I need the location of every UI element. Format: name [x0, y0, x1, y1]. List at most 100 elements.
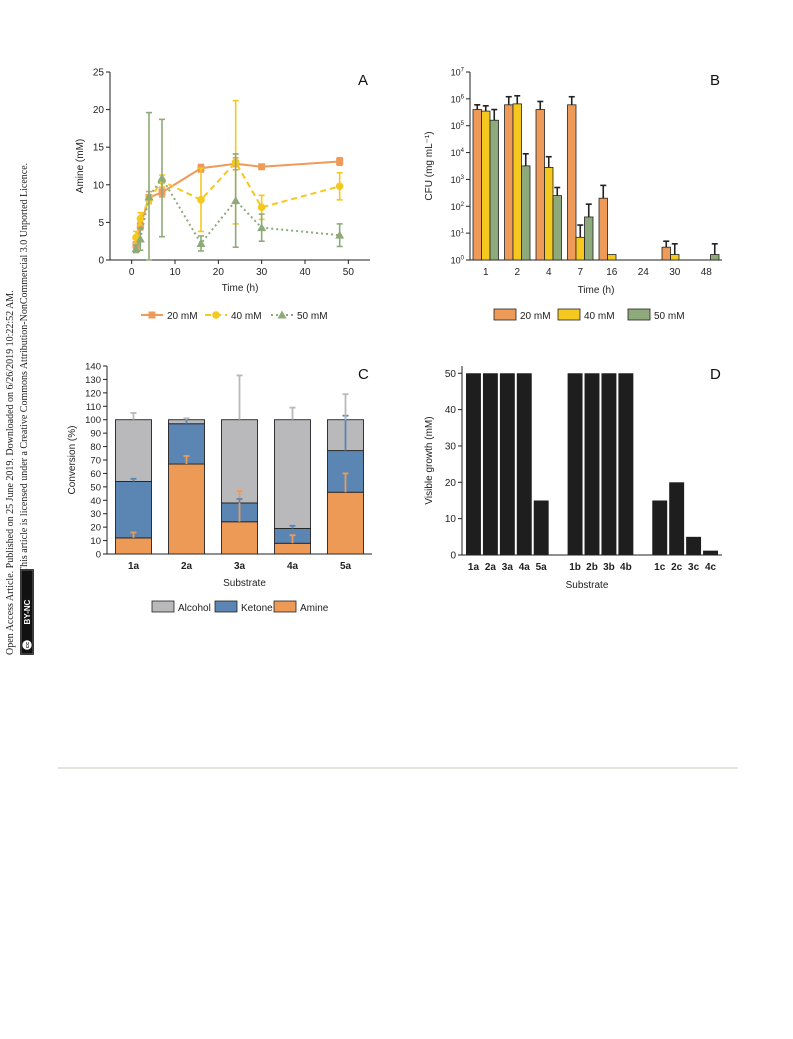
x-tick-label: 5a: [536, 562, 548, 573]
bar: [598, 197, 608, 261]
y-tick-label: 10: [445, 514, 457, 525]
x-tick-label: 2a: [181, 561, 193, 572]
y-tick-label: 103: [451, 175, 465, 185]
x-tick-label: 16: [606, 267, 618, 278]
data-point-marker: [136, 214, 145, 223]
x-tick-label: 1a: [128, 561, 140, 572]
y-tick-label: 20: [445, 478, 457, 489]
x-tick-label: 2b: [586, 562, 598, 573]
y-tick-label: 70: [90, 456, 101, 467]
legend-label: 40 mM: [231, 311, 262, 322]
panel-label: D: [710, 366, 721, 383]
y-tick-label: 10: [93, 180, 105, 191]
bar: [584, 373, 600, 555]
y-tick-label: 0: [450, 551, 456, 562]
bar-segment-alcohol: [115, 419, 152, 482]
legend-label: Alcohol: [178, 603, 211, 614]
y-tick-label: 80: [90, 442, 101, 453]
y-tick-label: 50: [90, 482, 101, 493]
panel-label: C: [358, 366, 369, 383]
y-tick-label: 50: [445, 369, 457, 380]
x-tick-label: 4a: [287, 561, 299, 572]
y-tick-label: 5: [98, 218, 104, 229]
data-point-marker: [131, 244, 141, 253]
bar: [521, 165, 531, 261]
legend-label: 40 mM: [584, 311, 615, 322]
bar: [516, 373, 532, 555]
data-point-marker: [257, 203, 266, 212]
x-tick-label: 4c: [705, 562, 717, 573]
bar: [544, 167, 554, 261]
bar-segment-alcohol: [221, 419, 258, 504]
bar: [567, 104, 577, 261]
bar: [669, 482, 685, 555]
data-point-marker: [231, 196, 241, 205]
y-tick-label: 40: [445, 405, 457, 416]
bar: [652, 500, 668, 555]
bar-segment-ketone: [115, 481, 152, 539]
y-axis-label: Conversion (%): [67, 426, 78, 495]
legend-marker: [148, 311, 156, 319]
cc-icon-label: cc: [25, 642, 31, 648]
license-sidebar: Open Access Article. Published on 25 Jun…: [5, 163, 34, 655]
y-tick-label: 40: [90, 496, 101, 507]
x-tick-label: 2a: [485, 562, 497, 573]
y-axis-label: CFU (mg mL⁻¹): [424, 131, 435, 200]
bar: [601, 373, 617, 555]
x-tick-label: 1c: [654, 562, 666, 573]
y-tick-label: 0: [96, 550, 101, 561]
license-line-published: Open Access Article. Published on 25 Jun…: [5, 290, 16, 655]
data-point-marker: [196, 238, 206, 247]
x-tick-label: 3b: [603, 562, 615, 573]
legend-swatch: [627, 308, 651, 321]
x-tick-label: 1a: [468, 562, 480, 573]
legend-label: 20 mM: [520, 311, 551, 322]
legend: 20 mM 40 mM 50 mM: [493, 308, 685, 322]
bar: [499, 373, 515, 555]
y-tick-label: 104: [451, 148, 465, 158]
series-20-mM: [472, 95, 671, 261]
legend-swatch: [151, 600, 175, 613]
bar: [584, 216, 594, 261]
panel-a-chart: 0 5 10 15 20 25 0 10 20 30 40 50 Time (h) Amine (mM) A…: [75, 68, 370, 322]
y-tick-label: 110: [86, 402, 101, 413]
y-axis-label: Visible growth (mM): [424, 416, 435, 504]
bar: [670, 254, 680, 261]
cc-license-badge[interactable]: cc BY-NC: [20, 569, 34, 655]
bar: [512, 103, 522, 261]
legend-label: Ketone: [241, 603, 273, 614]
bar: [489, 119, 499, 261]
bar-segment-amine: [274, 542, 311, 555]
bar-segment-amine: [327, 491, 364, 555]
y-tick-label: 30: [445, 441, 457, 452]
legend-label: Amine: [300, 603, 329, 614]
data-point-marker: [335, 182, 344, 191]
data-point-marker: [335, 230, 345, 239]
y-tick-label: 100: [85, 415, 101, 426]
x-tick-label: 48: [701, 267, 713, 278]
data-point-marker: [336, 157, 344, 165]
legend-marker: [277, 310, 287, 319]
data-point-marker: [257, 223, 267, 232]
panel-d-chart: 0 10 20 30 40 50 1a 2a 3a 4a 5a 1b 2b 3b 4b 1c 2c 3c 4c Sub…: [424, 366, 722, 591]
y-tick-label: 0: [98, 256, 104, 267]
legend-swatch: [493, 308, 517, 321]
y-tick-label: 60: [90, 469, 101, 480]
x-tick-label: 4b: [620, 562, 632, 573]
legend-label: 50 mM: [654, 311, 685, 322]
license-line-licence: This article is licensed under a Creativ…: [19, 163, 30, 573]
x-tick-label: 4a: [519, 562, 531, 573]
bar: [482, 373, 498, 555]
bar-segment-alcohol: [274, 419, 311, 529]
legend-swatch: [557, 308, 581, 321]
bar-segment-amine: [168, 463, 205, 555]
legend: 20 mM 40 mM 50 mM: [141, 310, 328, 322]
x-tick-label: 10: [169, 267, 181, 278]
page-divider: [58, 767, 738, 769]
series-50-mM: [131, 111, 345, 261]
data-point-marker: [197, 196, 205, 204]
bar: [661, 246, 671, 261]
y-tick-label: 15: [93, 143, 105, 154]
x-tick-label: 2c: [671, 562, 683, 573]
